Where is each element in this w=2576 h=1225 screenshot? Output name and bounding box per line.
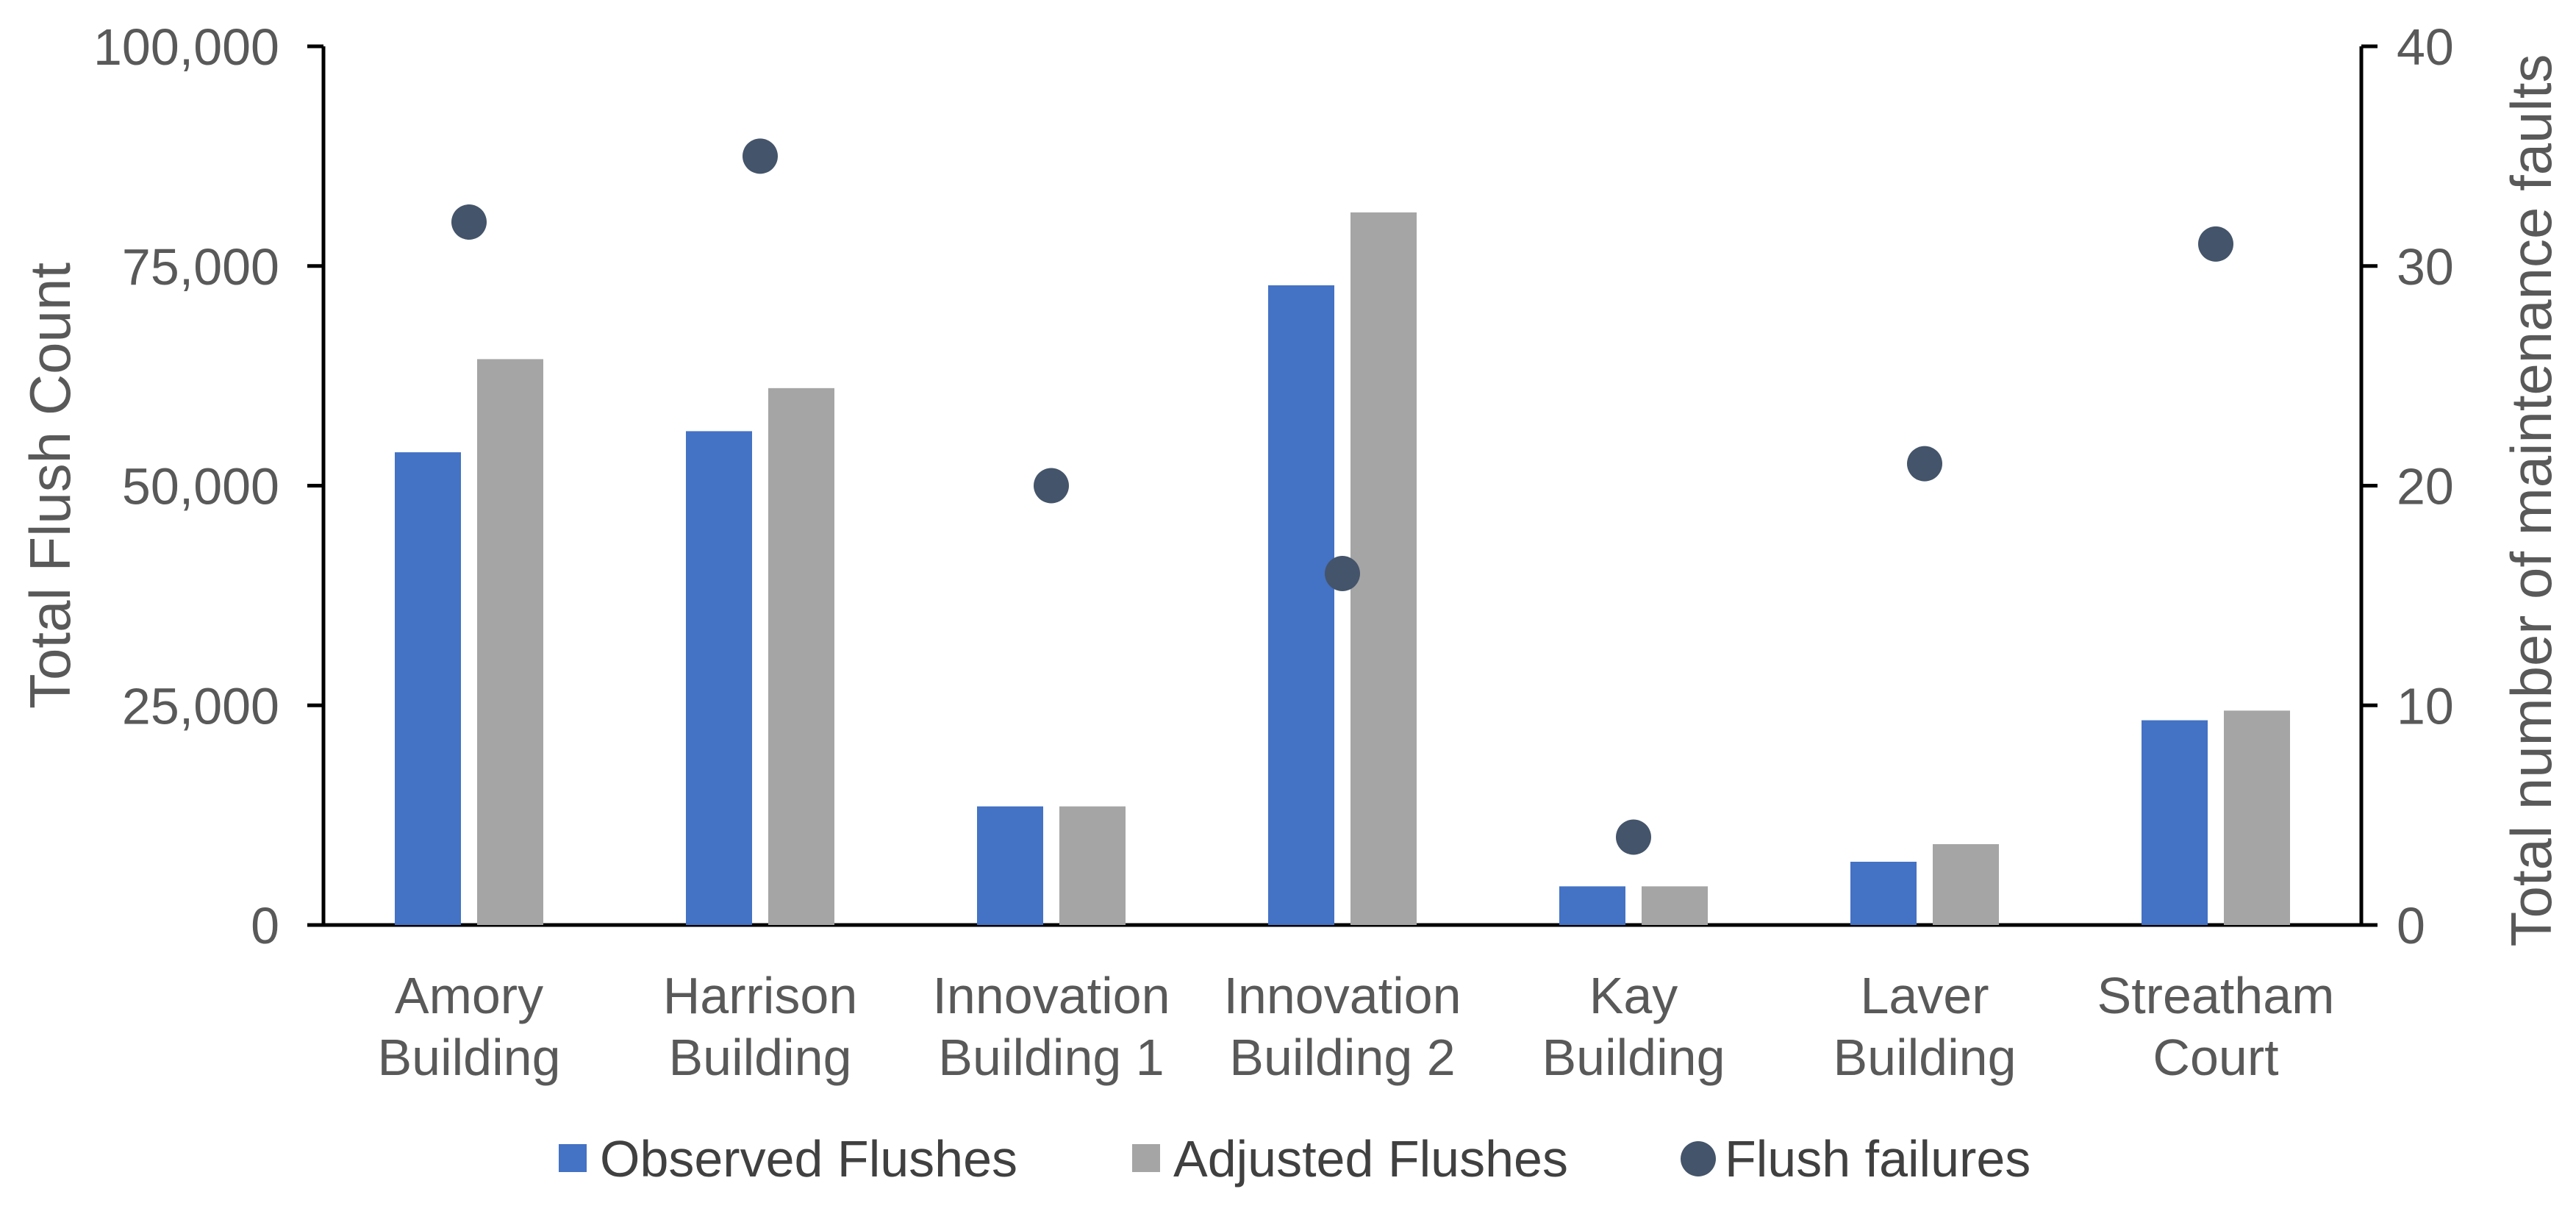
point-flush-failures [1907,446,1942,482]
bar-adjusted-flushes [1059,806,1126,925]
right-tick-label: 40 [2397,18,2454,76]
points-layer [451,138,2233,855]
legend-label-adjusted-flushes: Adjusted Flushes [1173,1130,1568,1188]
right-tick-label: 30 [2397,238,2454,296]
category-label-line: Laver [1860,967,1989,1024]
bar-adjusted-flushes [1642,886,1708,925]
bar-observed-flushes [686,431,752,925]
category-label-line: Innovation [932,967,1170,1024]
category-label-line: Building [377,1029,560,1086]
category-label-line: Innovation [1223,967,1461,1024]
legend-label-flush-failures: Flush failures [1725,1130,2031,1188]
bar-observed-flushes [1268,285,1334,925]
bar-observed-flushes [395,452,461,925]
point-flush-failures [2198,226,2233,262]
legend-label-observed-flushes: Observed Flushes [600,1130,1017,1188]
labels-layer: 0 25,000 50,000 75,000 100,000 0 10 20 30 40 Total… [18,18,2564,1086]
left-axis-title: Total Flush Count [18,262,82,709]
category-label-line: Building [668,1029,851,1086]
category-label: Amory Building [377,967,560,1086]
category-label: Innovation Building 2 [1223,967,1461,1086]
bars-layer [395,212,2290,926]
category-label-line: Court [2153,1029,2278,1086]
left-tick-label: 0 [251,897,279,954]
category-label-line: Building [1542,1029,1725,1086]
left-tick-label: 75,000 [122,238,279,296]
right-axis-title: Total number of maintenance faults [2499,54,2564,946]
category-label-line: Building 1 [938,1029,1164,1086]
point-flush-failures [1034,468,1069,504]
bar-observed-flushes [2142,720,2208,925]
legend: Observed Flushes Adjusted Flushes Flush fa… [559,1130,2031,1188]
bar-adjusted-flushes [1350,212,1417,926]
bar-adjusted-flushes [477,359,543,925]
legend-swatch-observed-flushes [559,1144,587,1172]
bar-adjusted-flushes [768,388,834,925]
category-label: Harrison Building [663,967,858,1086]
category-label: Streatham Court [2097,967,2335,1086]
category-label-line: Building [1833,1029,2016,1086]
bar-observed-flushes [1850,861,1917,925]
category-label: Innovation Building 1 [932,967,1170,1086]
left-tick-label: 100,000 [93,18,279,76]
bar-adjusted-flushes [2224,710,2290,925]
category-label: Laver Building [1833,967,2016,1086]
point-flush-failures [451,204,487,240]
category-label-line: Amory [395,967,543,1024]
right-tick-label: 20 [2397,458,2454,515]
bar-adjusted-flushes [1933,844,1999,925]
bar-observed-flushes [977,806,1043,925]
category-label-line: Building 2 [1229,1029,1455,1086]
category-label-line: Kay [1589,967,1678,1024]
right-tick-label: 10 [2397,677,2454,735]
point-flush-failures [1325,556,1360,591]
point-flush-failures [1616,819,1651,855]
bar-observed-flushes [1559,886,1625,925]
legend-swatch-flush-failures [1681,1141,1716,1176]
left-tick-label: 50,000 [122,458,279,515]
category-label-line: Streatham [2097,967,2335,1024]
right-tick-label: 0 [2397,897,2425,954]
category-label-line: Harrison [663,967,858,1024]
point-flush-failures [743,138,778,174]
left-tick-label: 25,000 [122,677,279,735]
category-label: Kay Building [1542,967,1725,1086]
legend-swatch-adjusted-flushes [1132,1144,1160,1172]
axes-layer [307,44,2378,927]
